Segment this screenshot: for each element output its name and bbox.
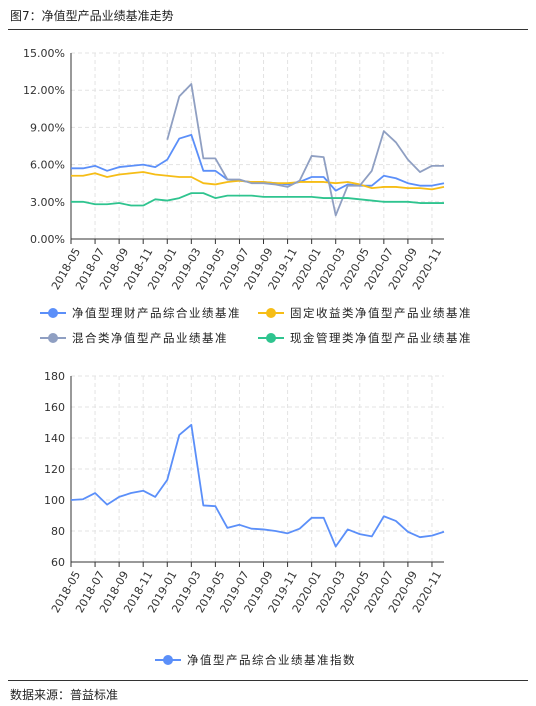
legend-item-1: 净值型产品综合业绩基准指数 <box>155 653 356 667</box>
chart-bottom-benchmark-index: 60801001201401601802018-052018-072018-09… <box>44 370 445 667</box>
y-tick-label: 140 <box>44 432 65 445</box>
legend-label: 现金管理类净值型产品业绩基准 <box>290 331 472 345</box>
legend-item-1: 净值型理财产品综合业绩基准 <box>40 306 241 320</box>
series-line-3 <box>166 83 444 217</box>
top-rule <box>8 29 528 30</box>
legend-label: 固定收益类净值型产品业绩基准 <box>290 306 472 320</box>
series-line-2 <box>71 171 445 191</box>
y-tick-label: 0.00% <box>30 233 65 246</box>
y-tick-label: 6.00% <box>30 159 65 172</box>
chart-top-benchmark-rates: 0.00%3.00%6.00%9.00%12.00%15.00%2018-052… <box>23 47 472 345</box>
legend-marker <box>163 655 173 665</box>
legend-marker <box>48 308 58 318</box>
figure-title: 图7：净值型产品业绩基准走势 <box>10 9 174 23</box>
source-note: 数据来源：普益标准 <box>10 688 119 702</box>
y-tick-label: 15.00% <box>23 47 65 60</box>
legend-marker <box>266 308 276 318</box>
legend-item-3: 混合类净值型产品业绩基准 <box>40 331 228 345</box>
legend-label: 混合类净值型产品业绩基准 <box>72 331 228 345</box>
y-tick-label: 12.00% <box>23 84 65 97</box>
legend-marker <box>48 333 58 343</box>
legend-item-4: 现金管理类净值型产品业绩基准 <box>258 331 472 345</box>
bottom-rule <box>8 680 528 681</box>
y-tick-label: 9.00% <box>30 121 65 134</box>
legend-label: 净值型理财产品综合业绩基准 <box>72 306 241 320</box>
legend-label: 净值型产品综合业绩基准指数 <box>187 653 356 667</box>
y-tick-label: 120 <box>44 463 65 476</box>
y-tick-label: 80 <box>51 525 65 538</box>
y-tick-label: 100 <box>44 494 65 507</box>
y-tick-label: 3.00% <box>30 196 65 209</box>
y-tick-label: 160 <box>44 401 65 414</box>
legend-item-2: 固定收益类净值型产品业绩基准 <box>258 306 472 320</box>
series-line-4 <box>71 192 444 207</box>
series-line-1 <box>70 423 445 548</box>
legend-marker <box>266 333 276 343</box>
y-tick-label: 60 <box>51 556 65 569</box>
y-tick-label: 180 <box>44 370 65 383</box>
